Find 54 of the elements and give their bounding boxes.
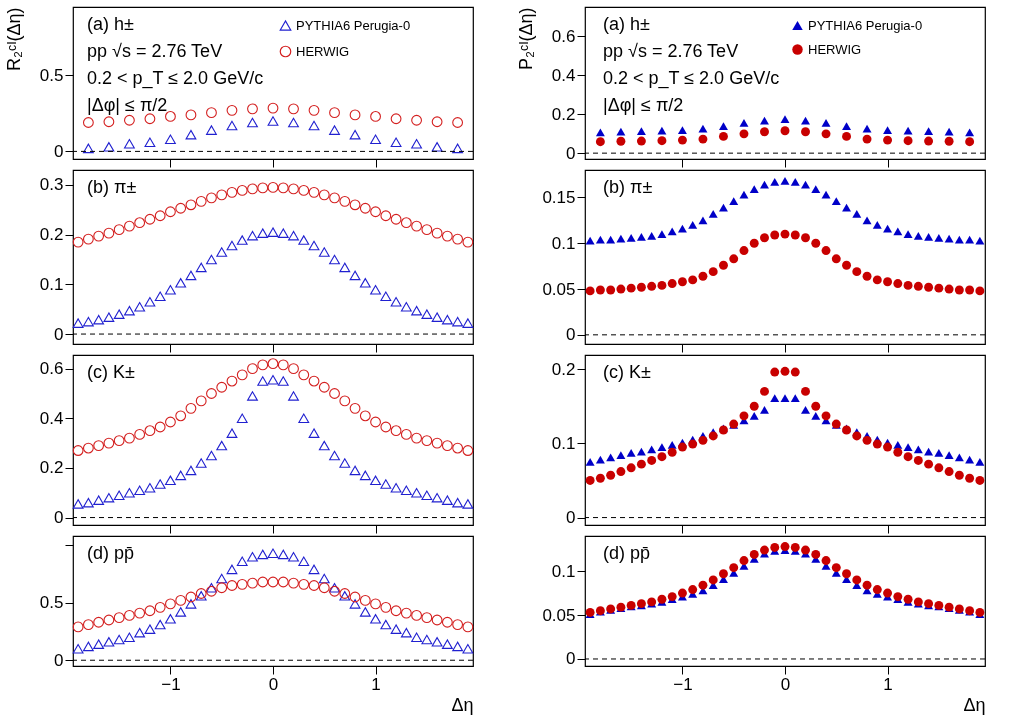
annotation: (b) π± [603, 177, 653, 197]
x-tick-label: 0 [780, 674, 791, 694]
annotation: 0.2 < p_T ≤ 2.0 GeV/c [87, 68, 264, 89]
y-tick-label: 0.3 [39, 175, 64, 195]
y-tick-label: 0.1 [551, 433, 576, 453]
y-tick-label: 0.15 [542, 187, 576, 207]
y-tick-label: 0 [566, 143, 576, 163]
x-axis-title: Δη [963, 694, 986, 715]
annotation: (d) pp̄ [87, 543, 135, 563]
y-tick-label: 0.1 [39, 274, 64, 294]
x-tick-label: 1 [883, 674, 893, 694]
annotation: (c) K± [603, 362, 651, 382]
annotation: (a) h± [603, 14, 651, 34]
annotation: (a) h± [87, 14, 135, 34]
legend-label: PYTHIA6 Perugia-0 [296, 17, 411, 33]
y-tick-label: 0.1 [551, 233, 576, 253]
legend-label: HERWIG [808, 41, 862, 57]
x-tick-label: 1 [371, 674, 381, 694]
y-tick-label: 0.5 [39, 593, 64, 613]
y-axis-title: P₂ᶜᴵ(Δη) [515, 7, 536, 70]
legend-label: HERWIG [296, 43, 350, 59]
y-tick-label: 0 [566, 508, 576, 528]
y-tick-label: 0.2 [551, 359, 576, 379]
y-tick-label: 0.6 [39, 359, 64, 379]
y-tick-label: 0 [566, 649, 576, 669]
x-tick-label: −1 [161, 674, 181, 694]
y-axis-title: R₂ᶜᴵ(Δη) [3, 7, 24, 71]
y-tick-label: 0.05 [542, 279, 576, 299]
annotation: pp √s = 2.76 TeV [603, 41, 739, 61]
y-tick-label: 0.05 [542, 605, 576, 625]
y-tick-label: 0.5 [39, 65, 64, 85]
legend-label: PYTHIA6 Perugia-0 [808, 17, 923, 33]
y-tick-label: 0 [54, 650, 64, 670]
y-tick-label: 0.4 [551, 65, 576, 85]
annotation: (b) π± [87, 177, 137, 197]
annotation: 0.2 < p_T ≤ 2.0 GeV/c [603, 68, 780, 89]
annotation: |Δφ| ≤ π/2 [87, 95, 168, 115]
y-tick-label: 0.2 [551, 104, 576, 124]
y-tick-label: 0 [54, 508, 64, 528]
x-axis-title: Δη [451, 694, 474, 715]
y-tick-label: 0.1 [551, 561, 576, 581]
y-tick-label: 0.2 [39, 458, 64, 478]
y-tick-label: 0 [54, 141, 64, 161]
y-tick-label: 0.4 [39, 408, 64, 428]
y-tick-label: 0 [54, 324, 64, 344]
y-tick-label: 0.2 [39, 225, 64, 245]
annotation: (d) pp̄ [603, 543, 651, 563]
annotation: |Δφ| ≤ π/2 [603, 95, 684, 115]
annotation: pp √s = 2.76 TeV [87, 41, 223, 61]
x-tick-label: 0 [268, 674, 279, 694]
x-tick-label: −1 [673, 674, 693, 694]
y-tick-label: 0.6 [551, 26, 576, 46]
annotation: (c) K± [87, 362, 135, 382]
y-tick-label: 0 [566, 325, 576, 345]
